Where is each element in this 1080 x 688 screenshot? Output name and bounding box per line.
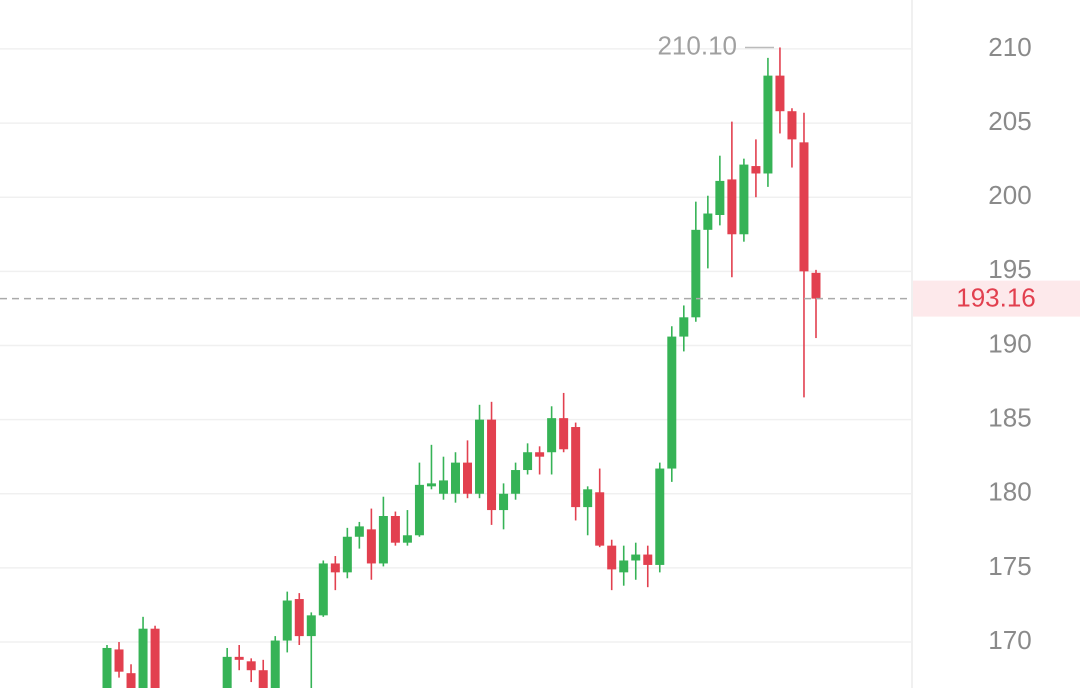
candle-body [775, 75, 785, 112]
candle-body [559, 418, 569, 450]
candle-body [679, 317, 689, 337]
candle-body [426, 483, 436, 487]
high-marker-label: 210.10 [657, 30, 737, 60]
y-tick-label: 175 [988, 551, 1031, 581]
candle-body [691, 229, 701, 318]
y-tick-label: 180 [988, 477, 1031, 507]
candle-body [438, 480, 448, 494]
candle-body [126, 673, 136, 688]
candle-body [811, 272, 821, 299]
candle-body [150, 628, 160, 688]
candle-body [270, 640, 280, 688]
last-price-label: 193.16 [956, 283, 1036, 313]
candle-body [631, 554, 641, 561]
y-tick-label: 210 [988, 32, 1031, 62]
candle-body [703, 213, 713, 230]
candle-body [463, 462, 473, 494]
candle-body [306, 615, 316, 637]
candle-body [799, 142, 809, 272]
candle-body [739, 164, 749, 235]
candle-body [402, 535, 412, 543]
candle-body [234, 656, 244, 660]
candle-body [655, 468, 665, 565]
y-tick-label: 195 [988, 254, 1031, 284]
candle-body [667, 336, 677, 469]
last-price-bg [913, 280, 1080, 317]
candle-body [751, 166, 761, 174]
candle-body [342, 536, 352, 573]
candle-body [258, 670, 268, 688]
candle-body [294, 599, 304, 637]
candle-body [499, 493, 509, 511]
candle-body [595, 492, 605, 546]
candle-body [787, 111, 797, 140]
candle-body [643, 554, 653, 565]
candle-body [138, 628, 148, 688]
candle-body [619, 560, 629, 573]
candle-body [366, 529, 376, 564]
candle-body [535, 452, 545, 457]
candle-body [763, 75, 773, 174]
candle-body [715, 180, 725, 215]
candle-body [583, 489, 593, 508]
y-tick-label: 205 [988, 106, 1031, 136]
y-tick-label: 170 [988, 625, 1031, 655]
candle-body [318, 563, 328, 616]
candle-body [282, 600, 292, 641]
candle-body [450, 462, 460, 494]
candle-body [414, 484, 424, 536]
y-tick-label: 190 [988, 328, 1031, 358]
candle-body [727, 179, 737, 235]
candle-body [390, 516, 400, 543]
candle-body [114, 649, 124, 672]
candle-body [607, 545, 617, 570]
candle-body [354, 526, 364, 537]
candle-body [487, 419, 497, 511]
candle-body [102, 647, 112, 688]
candle-body [475, 419, 485, 494]
candle-body [246, 661, 256, 671]
y-tick-label: 200 [988, 180, 1031, 210]
candle-body [378, 516, 388, 564]
candle-body [523, 452, 533, 471]
candle-body [222, 656, 232, 688]
candle-body [330, 563, 340, 573]
candle-body [571, 427, 581, 508]
y-tick-label: 185 [988, 402, 1031, 432]
candle-body [547, 418, 557, 453]
candle-body [511, 470, 521, 494]
